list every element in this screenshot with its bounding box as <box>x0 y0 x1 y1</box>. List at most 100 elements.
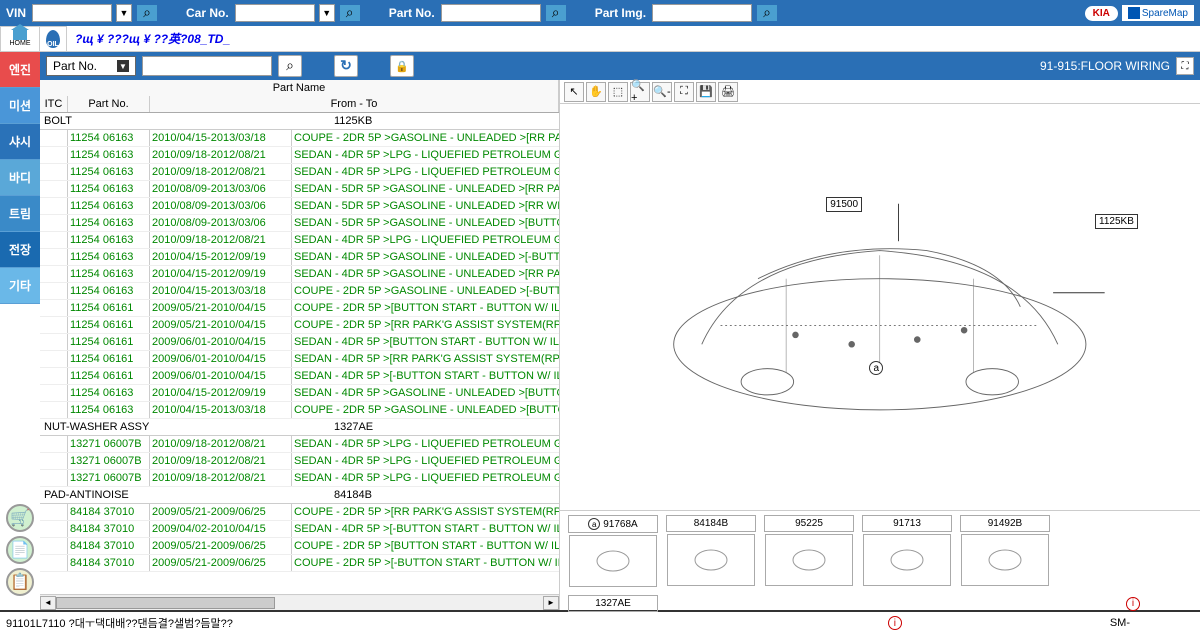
partimg-search-btn[interactable] <box>756 4 778 22</box>
partno-dropdown[interactable]: Part No. ▼ <box>46 56 136 76</box>
thumb-cell[interactable]: 84184B <box>666 515 756 587</box>
table-row[interactable]: 11254 061632010/04/15-2013/03/18COUPE - … <box>40 130 559 147</box>
table-row[interactable]: 11254 061632010/09/18-2012/08/21SEDAN - … <box>40 147 559 164</box>
group-row[interactable]: PAD-ANTINOISE84184B <box>40 487 559 504</box>
thumb-cell[interactable]: a91768A <box>568 515 658 587</box>
thumb-cell[interactable]: 1327AE <box>568 595 658 612</box>
table-row[interactable]: 84184 370102009/05/21-2009/06/25COUPE - … <box>40 555 559 572</box>
thumb-image[interactable] <box>961 534 1049 586</box>
side-list-button[interactable]: 📋 <box>6 568 34 596</box>
nav-item-0[interactable]: 엔진 <box>0 52 40 88</box>
zoom-out-tool[interactable]: 🔍- <box>652 82 672 102</box>
breadcrumb-text: ?щ ¥ ???щ ¥ ??英?08_TD_ <box>75 30 230 47</box>
status-left: 91101L7110 ?대ㅜ댁대배??댄듬결?샐범?듬말?? <box>6 615 233 631</box>
thumb-cell[interactable]: 95225 <box>764 515 854 587</box>
partno-search-btn[interactable] <box>545 4 567 22</box>
wiring-label: 91-915:FLOOR WIRING <box>1040 59 1170 73</box>
table-row[interactable]: 84184 370102009/05/21-2009/06/25COUPE - … <box>40 538 559 555</box>
table-row[interactable]: 11254 061632010/04/15-2013/03/18COUPE - … <box>40 283 559 300</box>
partimg-input[interactable] <box>652 4 752 22</box>
vin-input[interactable] <box>32 4 112 22</box>
nav-item-2[interactable]: 샤시 <box>0 124 40 160</box>
table-row[interactable]: 13271 06007B2010/09/18-2012/08/21SEDAN -… <box>40 453 559 470</box>
thumb-image[interactable] <box>863 534 951 586</box>
carno-input[interactable] <box>235 4 315 22</box>
nav-item-6[interactable]: 기타 <box>0 268 40 304</box>
oil-icon: OIL <box>46 30 60 48</box>
thumb-image[interactable] <box>569 535 657 587</box>
info-icon[interactable]: i <box>888 616 902 630</box>
sparemap-icon <box>1128 7 1140 19</box>
search-icon <box>143 4 151 22</box>
diagram-area[interactable]: 91500 1125KB a <box>560 104 1200 510</box>
scroll-thumb[interactable] <box>56 597 275 609</box>
left-nav: 엔진미션샤시바디트림전장기타 🛒 📄 📋 <box>0 52 40 610</box>
nav-item-3[interactable]: 바디 <box>0 160 40 196</box>
zoom-in-tool[interactable]: 🔍+ <box>630 82 650 102</box>
car-diagram <box>611 185 1149 429</box>
status-right: SM- <box>1110 617 1130 629</box>
toolbar: Part No. ▼ 91-915:FLOOR WIRING ⛶ <box>40 52 1200 80</box>
table-row[interactable]: 84184 370102009/04/02-2010/04/15SEDAN - … <box>40 521 559 538</box>
nav-item-4[interactable]: 트림 <box>0 196 40 232</box>
table-row[interactable]: 13271 06007B2010/09/18-2012/08/21SEDAN -… <box>40 470 559 487</box>
thumb-cell[interactable]: 91713 <box>862 515 952 587</box>
info-icon[interactable]: i <box>1126 597 1140 611</box>
table-row[interactable]: 11254 061632010/09/18-2012/08/21SEDAN - … <box>40 232 559 249</box>
fit-tool[interactable]: ⛶ <box>674 82 694 102</box>
scroll-left-btn[interactable]: ◄ <box>40 596 56 610</box>
table-row[interactable]: 11254 061612009/06/01-2010/04/15SEDAN - … <box>40 351 559 368</box>
table-row[interactable]: 11254 061612009/05/21-2010/04/15COUPE - … <box>40 317 559 334</box>
table-row[interactable]: 84184 370102009/05/21-2009/06/25COUPE - … <box>40 504 559 521</box>
lock-btn[interactable] <box>390 55 414 77</box>
oil-button[interactable]: OIL <box>39 26 67 52</box>
thumb-image[interactable] <box>765 534 853 586</box>
pointer-tool[interactable]: ↖ <box>564 82 584 102</box>
lock-icon <box>395 57 409 75</box>
table-row[interactable]: 11254 061632010/04/15-2012/09/19SEDAN - … <box>40 249 559 266</box>
table-row[interactable]: 11254 061632010/04/15-2012/09/19SEDAN - … <box>40 385 559 402</box>
hand-tool[interactable]: ✋ <box>586 82 606 102</box>
diagram-pane: ↖ ✋ ⬚ 🔍+ 🔍- ⛶ 💾 🖨 <box>560 80 1200 610</box>
partno-input[interactable] <box>441 4 541 22</box>
horizontal-scrollbar[interactable]: ◄ ► <box>40 594 559 610</box>
thumb-image[interactable] <box>667 534 755 586</box>
callout[interactable]: 1125KB <box>1095 214 1138 229</box>
vin-dropdown-btn[interactable]: ▼ <box>116 4 132 22</box>
nav-item-5[interactable]: 전장 <box>0 232 40 268</box>
toolbar-search-btn[interactable] <box>278 55 302 77</box>
table-row[interactable]: 11254 061612009/06/01-2010/04/15SEDAN - … <box>40 368 559 385</box>
table-row[interactable]: 11254 061632010/08/09-2013/03/06SEDAN - … <box>40 181 559 198</box>
chevron-down-icon: ▼ <box>117 60 129 72</box>
callout[interactable]: a <box>869 361 883 375</box>
callout[interactable]: 91500 <box>826 197 862 212</box>
carno-dropdown-btn[interactable]: ▼ <box>319 4 335 22</box>
side-cart-button[interactable]: 🛒 <box>6 504 34 532</box>
table-row[interactable]: 11254 061632010/08/09-2013/03/06SEDAN - … <box>40 215 559 232</box>
thumb-cell[interactable]: 91492B <box>960 515 1050 587</box>
print-tool[interactable]: 🖨 <box>718 82 738 102</box>
table-row[interactable]: 11254 061632010/08/09-2013/03/06SEDAN - … <box>40 198 559 215</box>
group-row[interactable]: BOLT1125KB <box>40 113 559 130</box>
nav-item-1[interactable]: 미션 <box>0 88 40 124</box>
expand-btn[interactable]: ⛶ <box>1176 57 1194 75</box>
vin-search-btn[interactable] <box>136 4 158 22</box>
group-row[interactable]: NUT-WASHER ASSY1327AE <box>40 419 559 436</box>
zoom-region-tool[interactable]: ⬚ <box>608 82 628 102</box>
table-row[interactable]: 11254 061632010/04/15-2012/09/19SEDAN - … <box>40 266 559 283</box>
save-tool[interactable]: 💾 <box>696 82 716 102</box>
table-row[interactable]: 11254 061612009/05/21-2010/04/15COUPE - … <box>40 300 559 317</box>
table-row[interactable]: 11254 061632010/04/15-2013/03/18COUPE - … <box>40 402 559 419</box>
carno-label: Car No. <box>186 6 229 20</box>
refresh-btn[interactable] <box>334 55 358 77</box>
table-body[interactable]: BOLT1125KB11254 061632010/04/15-2013/03/… <box>40 113 559 594</box>
carno-search-btn[interactable] <box>339 4 361 22</box>
table-row[interactable]: 13271 06007B2010/09/18-2012/08/21SEDAN -… <box>40 436 559 453</box>
home-button[interactable]: HOME <box>0 26 40 52</box>
table-row[interactable]: 11254 061632010/09/18-2012/08/21SEDAN - … <box>40 164 559 181</box>
side-doc-button[interactable]: 📄 <box>6 536 34 564</box>
toolbar-search-input[interactable] <box>142 56 272 76</box>
vin-label: VIN <box>6 6 26 20</box>
scroll-right-btn[interactable]: ► <box>543 596 559 610</box>
table-row[interactable]: 11254 061612009/06/01-2010/04/15SEDAN - … <box>40 334 559 351</box>
